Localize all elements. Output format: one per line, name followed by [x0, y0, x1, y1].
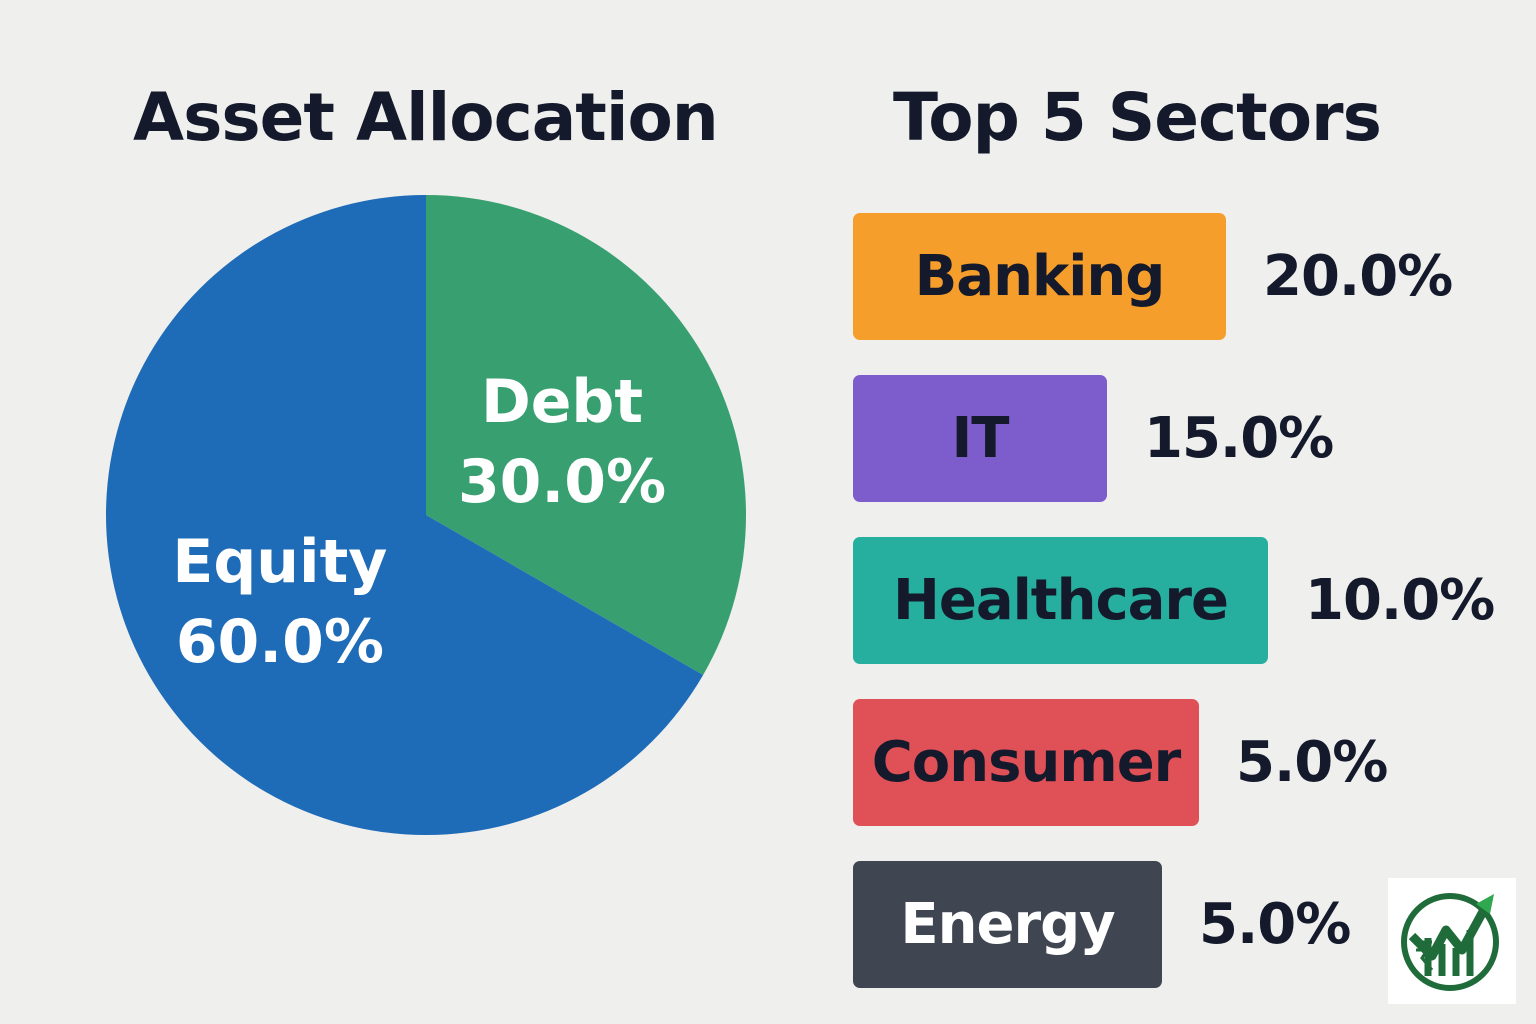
pie-slice-equity: [105, 195, 704, 835]
bar-consumer: Consumer: [853, 699, 1199, 826]
pie-slice-debt: [426, 195, 746, 675]
pie-value-debt: 30.0%: [458, 447, 666, 517]
brand-logo: [1388, 878, 1516, 1004]
asset-allocation-pie-chart: Debt 30.0% Equity 60.0%: [105, 195, 746, 835]
bar-label-energy: Energy: [900, 892, 1115, 957]
bar-value-healthcare: 10.0%: [1305, 568, 1495, 633]
bar-value-banking: 20.0%: [1263, 244, 1453, 309]
asset-allocation-title: Asset Allocation: [133, 79, 719, 156]
bar-label-healthcare: Healthcare: [892, 568, 1229, 633]
bar-value-consumer: 5.0%: [1236, 730, 1388, 795]
bar-it: IT: [853, 375, 1107, 502]
bar-banking: Banking: [853, 213, 1226, 340]
bar-value-it: 15.0%: [1144, 406, 1334, 471]
pie-label-equity: Equity: [172, 527, 387, 597]
rupee-growth-logo-icon: [1401, 893, 1499, 991]
bar-value-energy: 5.0%: [1199, 892, 1351, 957]
bar-label-banking: Banking: [914, 244, 1166, 309]
pie-label-debt: Debt: [481, 367, 643, 437]
bar-label-consumer: Consumer: [871, 730, 1182, 795]
bar-label-it: IT: [951, 406, 1009, 471]
top-sectors-title: Top 5 Sectors: [893, 79, 1382, 156]
pie-value-equity: 60.0%: [176, 607, 384, 677]
bar-energy: Energy: [853, 861, 1162, 988]
bar-healthcare: Healthcare: [853, 537, 1268, 664]
